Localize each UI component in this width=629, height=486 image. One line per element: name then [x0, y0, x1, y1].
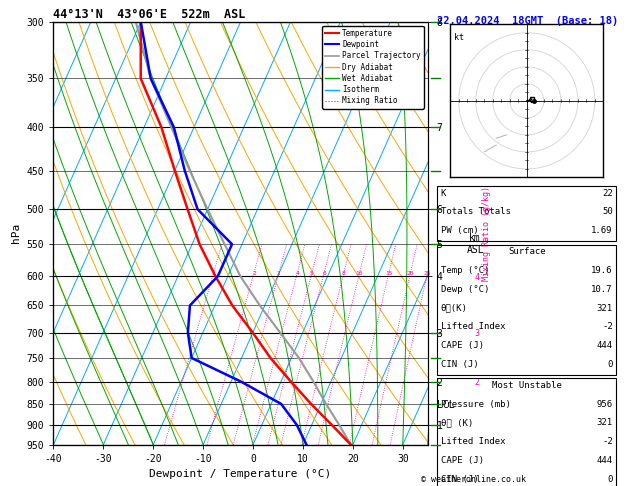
- Text: Dewp (°C): Dewp (°C): [441, 285, 489, 294]
- Text: CIN (J): CIN (J): [441, 475, 479, 484]
- Bar: [437, 245, 616, 375]
- Text: Surface: Surface: [508, 247, 545, 256]
- Text: Lifted Index: Lifted Index: [441, 437, 505, 446]
- Text: 10.7: 10.7: [591, 285, 613, 294]
- Text: K: K: [441, 189, 446, 198]
- X-axis label: Dewpoint / Temperature (°C): Dewpoint / Temperature (°C): [150, 469, 331, 479]
- Text: 10: 10: [356, 271, 363, 276]
- Text: 321: 321: [597, 303, 613, 312]
- Text: 5: 5: [310, 271, 314, 276]
- Y-axis label: km
ASL: km ASL: [466, 233, 484, 255]
- Text: 444: 444: [597, 456, 613, 465]
- Text: kt: kt: [454, 33, 464, 42]
- Bar: [437, 379, 616, 486]
- Y-axis label: Mixing Ratio (g/kg): Mixing Ratio (g/kg): [482, 186, 491, 281]
- Text: © weatheronline.co.uk: © weatheronline.co.uk: [421, 474, 526, 484]
- Text: Most Unstable: Most Unstable: [492, 381, 562, 390]
- Text: CIN (J): CIN (J): [441, 360, 479, 369]
- Text: CAPE (J): CAPE (J): [441, 341, 484, 350]
- Text: 19.6: 19.6: [591, 266, 613, 275]
- Text: -2: -2: [602, 322, 613, 331]
- Text: 0: 0: [608, 475, 613, 484]
- Text: 1: 1: [211, 271, 215, 276]
- Text: 50: 50: [602, 208, 613, 216]
- Text: 15: 15: [385, 271, 392, 276]
- Text: 2: 2: [252, 271, 256, 276]
- Text: 25: 25: [424, 271, 431, 276]
- Text: CAPE (J): CAPE (J): [441, 456, 484, 465]
- Text: 3: 3: [277, 271, 281, 276]
- Text: 44°13'N  43°06'E  522m  ASL: 44°13'N 43°06'E 522m ASL: [53, 8, 246, 21]
- Text: Lifted Index: Lifted Index: [441, 322, 505, 331]
- Text: PW (cm): PW (cm): [441, 226, 479, 235]
- Text: 444: 444: [597, 341, 613, 350]
- Text: 1.69: 1.69: [591, 226, 613, 235]
- Text: 22.04.2024  18GMT  (Base: 18): 22.04.2024 18GMT (Base: 18): [437, 16, 618, 26]
- Text: θᴇ (K): θᴇ (K): [441, 418, 473, 427]
- Text: 8: 8: [342, 271, 346, 276]
- Text: 22: 22: [602, 189, 613, 198]
- Text: 20: 20: [407, 271, 414, 276]
- Text: -2: -2: [602, 437, 613, 446]
- Legend: Temperature, Dewpoint, Parcel Trajectory, Dry Adiabat, Wet Adiabat, Isotherm, Mi: Temperature, Dewpoint, Parcel Trajectory…: [322, 26, 424, 108]
- Y-axis label: hPa: hPa: [11, 223, 21, 243]
- Text: Pressure (mb): Pressure (mb): [441, 399, 511, 409]
- Text: θᴇ(K): θᴇ(K): [441, 303, 467, 312]
- Bar: [437, 186, 616, 241]
- Text: Temp (°C): Temp (°C): [441, 266, 489, 275]
- Text: 4: 4: [296, 271, 299, 276]
- Text: 6: 6: [322, 271, 326, 276]
- Text: 956: 956: [597, 399, 613, 409]
- Text: Totals Totals: Totals Totals: [441, 208, 511, 216]
- Text: 0: 0: [608, 360, 613, 369]
- Text: 321: 321: [597, 418, 613, 427]
